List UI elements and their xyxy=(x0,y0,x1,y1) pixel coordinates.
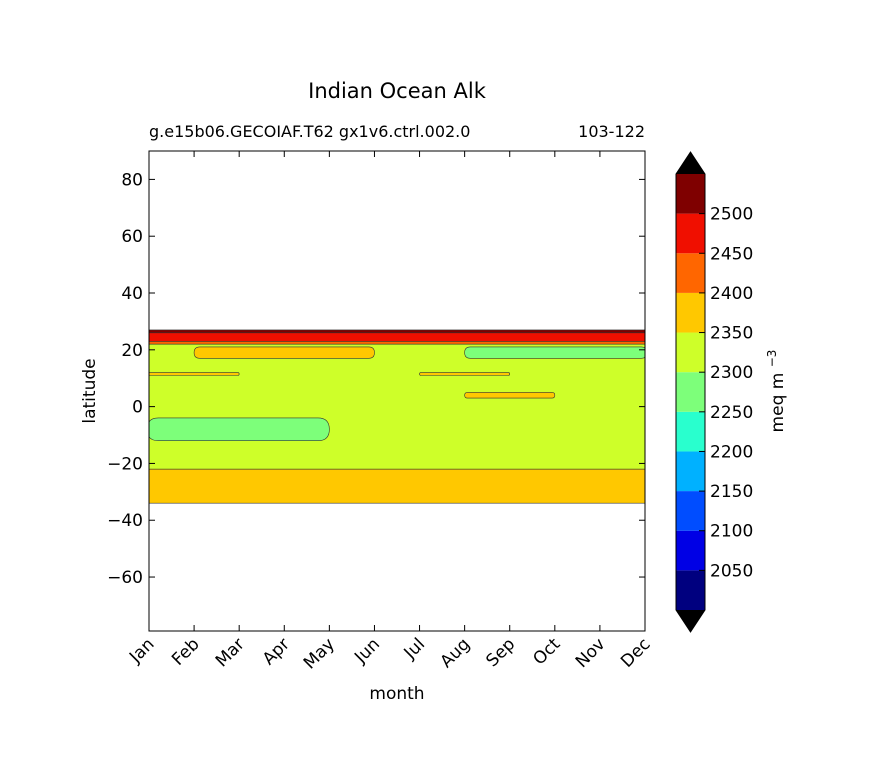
colorbar-tick-label-2200: 2200 xyxy=(710,442,753,462)
colorbar-tick-label-2300: 2300 xyxy=(710,363,753,383)
colorbar-segment-2200 xyxy=(676,411,705,452)
contour-patch-2250-2300-1 xyxy=(464,346,645,359)
colorbar-frame xyxy=(675,151,706,633)
colorbar-segment-2500 xyxy=(676,174,705,214)
colorbar-label: meq m −3 xyxy=(765,350,788,433)
x-tick-label-May: May xyxy=(300,634,339,673)
colorbar-tick-label-2500: 2500 xyxy=(710,205,753,225)
colorbar-tick-label-2150: 2150 xyxy=(710,482,753,502)
y-tick-label--20: −20 xyxy=(107,454,143,474)
y-tick-label-60: 60 xyxy=(121,227,143,247)
colorbar-segment-2300 xyxy=(676,332,705,373)
contour-band-2350-2400 xyxy=(149,468,645,504)
colorbar-tick-label-2350: 2350 xyxy=(710,324,753,344)
colorbar-tick-label-2050: 2050 xyxy=(710,561,753,581)
colorbar-under-arrow xyxy=(676,610,705,632)
colorbar-tick-label-2250: 2250 xyxy=(710,403,753,423)
y-tick-label-0: 0 xyxy=(132,398,143,418)
plot-frame xyxy=(148,150,646,632)
y-tick-label-20: 20 xyxy=(121,341,143,361)
chart-subtitle-left: g.e15b06.GECOIAF.T62 gx1v6.ctrl.002.0 xyxy=(149,122,470,141)
contour-fills xyxy=(149,329,645,504)
colorbar-segment-2050 xyxy=(676,530,705,571)
x-axis-label: month xyxy=(369,684,424,704)
x-tick-label-Sep: Sep xyxy=(482,634,519,671)
y-tick-label--60: −60 xyxy=(107,568,143,588)
colorbar-segment-2100 xyxy=(676,491,705,531)
colorbar-segment-2250 xyxy=(676,372,705,412)
contour-patch-2250-2300-0 xyxy=(149,417,330,442)
plot-area: Jan Feb Mar Apr May Jun Jul Aug Sep Oct Nov Dec 80 6… xyxy=(107,150,655,673)
colorbar-segment-2450 xyxy=(676,213,705,254)
colorbar-segment-2400 xyxy=(676,253,705,293)
y-tick-label--40: −40 xyxy=(107,511,143,531)
x-tick-label-Jan: Jan xyxy=(125,634,158,667)
colorbar-tick-label-2100: 2100 xyxy=(710,522,753,542)
colorbar-label-base: meq m xyxy=(768,367,788,432)
x-tick-label-Jul: Jul xyxy=(400,634,429,663)
colorbar-segment-2000 xyxy=(676,570,705,610)
contour-band-2450-2500 xyxy=(149,332,645,342)
contour-band-2400-2450 xyxy=(149,340,645,345)
x-tick-label-Nov: Nov xyxy=(572,634,610,672)
x-tick-label-Mar: Mar xyxy=(212,634,249,671)
x-tick-label-Aug: Aug xyxy=(437,634,475,672)
colorbar-segment-2150 xyxy=(676,451,705,492)
contour-band-2300-2350 xyxy=(149,343,645,470)
colorbar-tick-label-2400: 2400 xyxy=(710,284,753,304)
x-tick-label-Apr: Apr xyxy=(259,634,294,669)
colorbar-over-arrow xyxy=(676,152,705,174)
colorbar-label-exponent: −3 xyxy=(765,350,779,368)
contour-patch-2350-2400-3 xyxy=(419,372,511,376)
colorbar-segment-2350 xyxy=(676,292,705,333)
y-axis-label: latitude xyxy=(80,358,100,423)
x-tick-label-Oct: Oct xyxy=(529,634,564,669)
contour-patch-2350-2400-4 xyxy=(464,392,556,399)
contour-band-2500-2550 xyxy=(149,329,645,334)
colorbar-tick-label-2450: 2450 xyxy=(710,244,753,264)
y-tick-label-80: 80 xyxy=(121,170,143,190)
contour-patch-2350-2400-5 xyxy=(193,346,375,359)
colorbar: 2050 2100 2150 2200 2250 2300 2350 2400 2450 2500 xyxy=(675,151,753,633)
x-tick-label-Jun: Jun xyxy=(350,634,384,668)
x-tick-label-Dec: Dec xyxy=(617,634,654,671)
x-tick-label-Feb: Feb xyxy=(168,634,203,669)
chart-subtitle-right: 103-122 xyxy=(578,122,645,141)
y-tick-label-40: 40 xyxy=(121,284,143,304)
contour-patch-2350-2400-2 xyxy=(149,372,240,376)
chart-title: Indian Ocean Alk xyxy=(308,79,487,103)
y-axis-ticks: 80 60 40 20 0 −20 −40 −60 xyxy=(107,170,645,588)
